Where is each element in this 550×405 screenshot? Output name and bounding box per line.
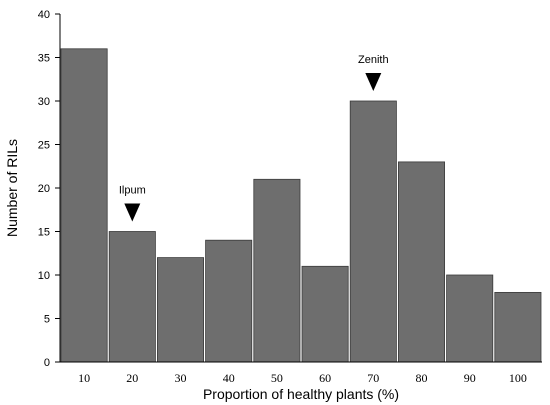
x-tick-label: 30	[175, 371, 187, 385]
x-tick-label: 60	[319, 371, 331, 385]
x-tick-label: 80	[416, 371, 428, 385]
y-tick-label: 5	[44, 314, 50, 326]
bar-50	[253, 178, 301, 363]
x-tick-label: 70	[367, 371, 379, 385]
bar-90	[446, 274, 494, 363]
y-ticks-group: 0 5 10 15 20 25 30 35 40	[38, 9, 60, 369]
y-tick-label: 40	[38, 9, 50, 21]
annotations-group: Ilpum Zenith	[119, 54, 389, 222]
x-ticks-group: 10 20 30 40 50 60 70 80 90 100	[78, 371, 527, 385]
bar-80	[397, 161, 445, 363]
bar-40	[205, 239, 253, 363]
annotation-label: Zenith	[358, 54, 389, 66]
y-tick-label: 20	[38, 183, 50, 195]
bar-20	[108, 231, 156, 363]
x-tick-label: 50	[271, 371, 283, 385]
annotation-marker	[124, 203, 141, 222]
annotation-label: Ilpum	[119, 185, 146, 197]
bar-100	[494, 291, 542, 363]
y-tick-label: 15	[38, 227, 50, 239]
x-tick-label: 40	[223, 371, 235, 385]
bars-group	[60, 48, 542, 363]
bar-60	[301, 265, 349, 363]
y-tick-label: 35	[38, 53, 50, 65]
x-axis-label: Proportion of healthy plants (%)	[203, 386, 399, 402]
bar-30	[156, 257, 204, 363]
x-tick-label: 10	[78, 371, 90, 385]
y-tick-label: 25	[38, 140, 50, 152]
y-axis-label: Number of RILs	[4, 139, 20, 237]
y-tick-label: 0	[44, 357, 50, 369]
x-tick-label: 20	[126, 371, 138, 385]
x-tick-label: 90	[464, 371, 476, 385]
bar-70	[349, 100, 397, 363]
y-tick-label: 10	[38, 270, 50, 282]
bar-10	[60, 48, 108, 363]
y-tick-label: 30	[38, 96, 50, 108]
x-tick-label: 100	[509, 371, 527, 385]
annotation-marker	[365, 73, 382, 91]
